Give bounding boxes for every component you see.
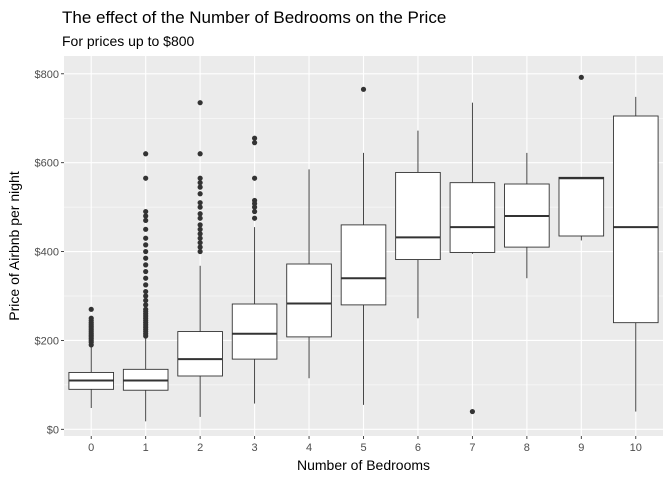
y-tick-label: $200: [35, 335, 59, 347]
outlier-point: [578, 74, 584, 80]
outlier-point: [251, 175, 258, 181]
outlier-point: [197, 151, 203, 157]
x-tick-label: 3: [252, 442, 258, 454]
outlier-point: [143, 217, 149, 224]
outlier-point: [143, 288, 149, 295]
outlier-point: [197, 226, 203, 232]
outlier-point: [143, 302, 149, 308]
x-tick-label: 8: [524, 442, 530, 454]
x-tick-label: 2: [197, 442, 203, 454]
x-tick-label: 5: [360, 442, 366, 454]
x-tick-label: 6: [415, 442, 421, 454]
box: [612, 115, 659, 324]
box-group-1: [122, 151, 169, 422]
outlier-point: [197, 191, 203, 197]
y-tick-label: $600: [35, 158, 59, 170]
outlier-point: [197, 248, 203, 255]
box-group-0: [68, 306, 115, 408]
box-group-3: [231, 135, 278, 404]
outlier-point: [143, 282, 149, 288]
outlier-point: [143, 226, 149, 232]
outlier-point: [197, 244, 203, 250]
x-tick-label: 10: [630, 442, 642, 454]
outlier-point: [143, 175, 149, 181]
y-axis-title: Price of Airbnb per night: [6, 171, 22, 321]
outlier-point: [197, 180, 203, 186]
outlier-point: [197, 215, 203, 221]
outlier-point: [197, 235, 203, 241]
x-axis-title: Number of Bedrooms: [297, 457, 430, 473]
box-group-6: [395, 130, 441, 319]
outlier-point: [197, 184, 203, 190]
outlier-point: [143, 151, 149, 157]
x-tick-label: 1: [143, 442, 149, 454]
y-tick-label: $400: [35, 247, 59, 259]
outlier-point: [469, 408, 476, 415]
box: [449, 182, 496, 253]
outlier-point: [197, 240, 203, 246]
outlier-point: [143, 275, 149, 281]
outlier-point: [197, 231, 203, 237]
outlier-point: [251, 208, 258, 215]
x-tick-label: 7: [469, 442, 475, 454]
outlier-point: [143, 213, 149, 219]
outlier-point: [251, 140, 258, 146]
outlier-point: [251, 204, 258, 210]
outlier-point: [143, 293, 149, 299]
outlier-point: [143, 208, 149, 215]
box: [177, 331, 223, 377]
box: [558, 176, 605, 237]
outlier-point: [143, 248, 149, 255]
outlier-point: [197, 211, 203, 217]
chart-subtitle: For prices up to $800: [62, 33, 195, 49]
outlier-point: [251, 197, 258, 204]
outlier-point: [197, 175, 203, 181]
box: [340, 224, 387, 306]
box: [395, 171, 441, 261]
x-tick-label: 0: [88, 442, 94, 454]
axis-ticks: $0 $200 $400 $600 $800 0 1 2 3 4 5 6 7 8 9 10: [35, 69, 642, 454]
outlier-point: [143, 242, 149, 248]
y-tick-label: $800: [35, 69, 59, 81]
outlier-point: [197, 222, 203, 228]
box-group-8: [504, 152, 550, 279]
chart-title: The effect of the Number of Bedrooms on …: [62, 8, 446, 27]
outlier-point: [88, 315, 94, 321]
outlier-point: [143, 297, 149, 304]
outlier-point: [143, 235, 149, 241]
outlier-point: [143, 255, 149, 261]
box-group-10: [612, 96, 659, 412]
box-group-9: [558, 74, 605, 241]
outlier-point: [197, 204, 203, 210]
box: [286, 263, 332, 338]
box-group-4: [286, 169, 332, 379]
boxplot-marks: [68, 74, 659, 422]
x-tick-label: 4: [306, 442, 312, 454]
outlier-point: [143, 306, 149, 312]
y-tick-label: $0: [47, 424, 59, 436]
x-tick-label: 9: [578, 442, 584, 454]
outlier-point: [251, 135, 258, 141]
outlier-point: [143, 262, 149, 268]
outlier-point: [360, 86, 367, 92]
outlier-point: [88, 306, 94, 312]
outlier-point: [143, 268, 149, 275]
box-group-2: [177, 100, 223, 417]
box: [231, 303, 278, 360]
outlier-point: [197, 200, 203, 206]
outlier-point: [197, 100, 203, 106]
box-group-7: [449, 102, 496, 415]
outlier-point: [251, 215, 258, 221]
box-group-5: [340, 86, 387, 405]
